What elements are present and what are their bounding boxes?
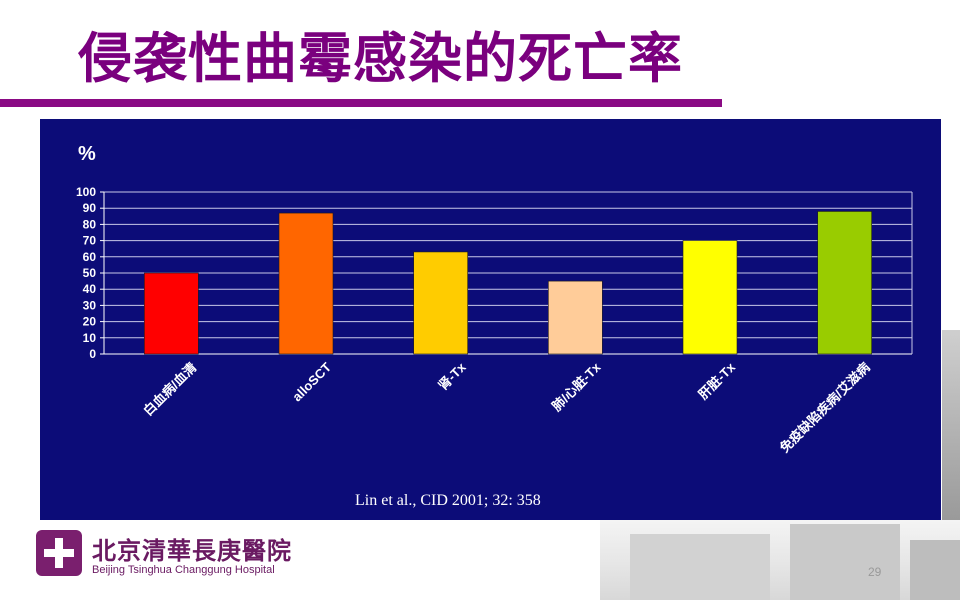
slide-title: 侵袭性曲霉感染的死亡率 [78,27,683,90]
bar [682,240,738,355]
bar [413,251,468,355]
y-tick-label: 20 [83,315,97,329]
x-tick-label: alloSCT [289,359,334,404]
y-tick-label: 60 [83,250,97,264]
y-tick-label: 80 [83,217,97,231]
y-tick-label: 0 [89,347,96,361]
mortality-bar-chart: 0 10 20 30 40 50 60 70 80 90 100% 白血病/血清 alloSCT 肾-Tx… [76,143,913,509]
title-underline [0,99,722,107]
x-tick-label: 白血病/血清 [140,360,199,419]
bar [817,211,872,355]
page-number: 29 [868,565,882,579]
y-axis-label: % [78,143,96,165]
x-tick-label: 肝脏-Tx [695,359,738,402]
hospital-name-en: Beijing Tsinghua Changgung Hospital [92,564,275,576]
y-tick-label: 40 [83,282,97,296]
bar [278,212,334,355]
y-tick-label: 10 [83,331,97,345]
bar [144,272,199,355]
y-tick-label: 70 [83,234,97,248]
x-tick-label: 免疫缺陷疾病/艾滋病 [777,360,873,456]
bar [548,280,603,355]
side-photo [942,330,960,520]
y-tick-label: 50 [83,266,97,280]
x-tick-label: 肺/心脏-Tx [549,359,604,414]
y-tick-label: 30 [83,298,97,312]
y-tick-label: 90 [83,201,97,215]
hospital-logo-icon [36,530,82,576]
hospital-photo [600,520,960,600]
y-tick-label: 100 [76,185,96,199]
citation-annotation: Lin et al., CID 2001; 32: 358 [355,492,541,509]
x-tick-label: 肾-Tx [435,359,469,393]
hospital-name-cn: 北京清華長庚醫院 [92,536,292,565]
